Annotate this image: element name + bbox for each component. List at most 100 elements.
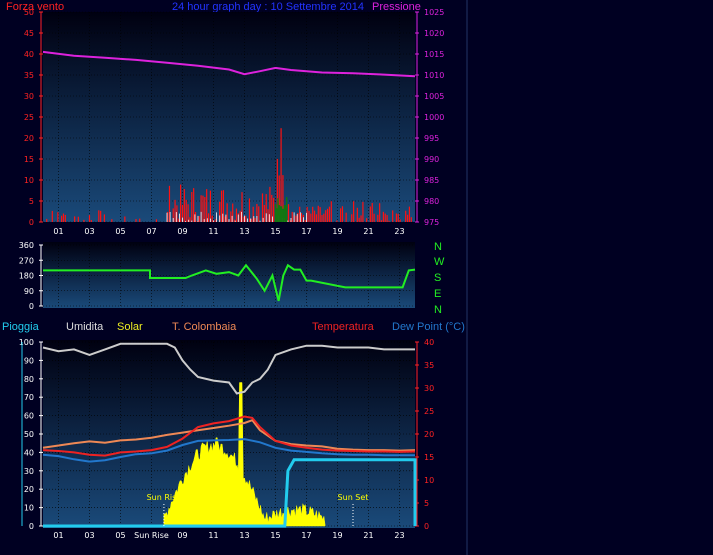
y-tick-label-left: 60: [24, 412, 34, 421]
x-tick-label: 01: [53, 227, 63, 236]
humidity-line: [42, 342, 415, 395]
legend-pioggia: Pioggia: [2, 321, 40, 333]
wind-pressure-plot: 0510152025303540455097598098599099510001…: [24, 8, 445, 236]
x-tick-label: 21: [363, 531, 373, 540]
y-tick-label-right: 20: [424, 430, 434, 439]
header-left-label: Forza vento: [6, 1, 64, 13]
temperature-line: [42, 415, 416, 457]
x-tick-label: 09: [177, 531, 187, 540]
y-tick-label-right: 985: [424, 176, 439, 185]
x-tick-label: 15: [270, 531, 280, 540]
y-tick-label-right: 35: [424, 361, 434, 370]
x-tick-label: 11: [208, 531, 218, 540]
x-tick-label: 13: [239, 531, 249, 540]
compass-w: W: [434, 256, 445, 268]
legend-temperatura: Temperatura: [312, 321, 375, 333]
y-tick-label-left: 50: [24, 430, 34, 439]
y-tick-label-left: 40: [24, 50, 34, 59]
x-tick-label: 07: [146, 227, 156, 236]
wind-direction-panel: [43, 242, 415, 308]
y-tick-label-right: 1015: [424, 50, 444, 59]
y-tick-label-left: 10: [24, 504, 34, 513]
y-tick-label-left: 45: [24, 29, 34, 38]
x-tick-label: 11: [208, 227, 218, 236]
dewpoint-line: [42, 438, 415, 463]
compass-e: E: [434, 288, 441, 300]
rain-line: [43, 458, 417, 528]
y-tick-label-left: 90: [24, 356, 34, 365]
header-right-label: Pressione: [372, 1, 421, 13]
x-tick-label: 03: [84, 227, 94, 236]
y-tick-label-right: 1010: [424, 71, 444, 80]
x-tick-label: 17: [301, 531, 311, 540]
y-tick-label-left: 5: [29, 197, 34, 206]
y-tick-label-left: 40: [24, 448, 34, 457]
x-tick-label: 19: [332, 531, 342, 540]
y-tick-label-left: 15: [24, 155, 34, 164]
x-tick-label: 01: [53, 531, 63, 540]
y-tick-label-right: 0: [424, 522, 429, 531]
y-tick-label-right: 5: [424, 499, 429, 508]
y-tick-label-right: 1025: [424, 8, 444, 17]
wind-direction-plot: 0 90 180 270 360: [19, 241, 416, 311]
x-tick-label: 15: [270, 227, 280, 236]
y-tick-label-left: 25: [24, 113, 34, 122]
y-tick-label-right: 995: [424, 134, 439, 143]
y-tick-label-left: 0: [29, 218, 34, 227]
x-tick-label: 21: [363, 227, 373, 236]
x-tick-label: 03: [84, 531, 94, 540]
x-tick-label: Sun Rise: [134, 531, 169, 540]
x-tick-label: 09: [177, 227, 187, 236]
solar-area: [163, 382, 326, 527]
wind-direction-line: [43, 263, 416, 302]
y-tick-label-left: 50: [24, 8, 34, 17]
x-tick-label: 23: [394, 531, 404, 540]
y-tick-label-left: 180: [19, 272, 34, 281]
temperature-plot: 0102030405060708090100051015202530354001…: [19, 338, 434, 540]
y-tick-label-right: 1020: [424, 29, 444, 38]
compass-s: S: [434, 272, 441, 284]
pressure-line: [42, 50, 416, 78]
y-tick-label-left: 80: [24, 375, 34, 384]
y-tick-label-right: 15: [424, 453, 434, 462]
legend-solar: Solar: [117, 321, 143, 333]
y-tick-label-right: 1005: [424, 92, 444, 101]
header-title: 24 hour graph day : 10 Settembre 2014: [172, 1, 364, 13]
x-tick-label: 17: [301, 227, 311, 236]
y-tick-label-left: 20: [24, 485, 34, 494]
sunset-label: Sun Set: [338, 493, 369, 502]
x-tick-label: 23: [394, 227, 404, 236]
x-tick-label: 13: [239, 227, 249, 236]
y-tick-label-left: 90: [24, 287, 34, 296]
compass-n-top: N: [434, 241, 442, 253]
y-tick-label-right: 40: [424, 338, 434, 347]
y-tick-label-left: 10: [24, 176, 34, 185]
y-tick-label-right: 10: [424, 476, 434, 485]
y-tick-label-left: 360: [19, 241, 34, 250]
tcolombaia-line: [42, 419, 416, 452]
x-tick-label: 19: [332, 227, 342, 236]
y-tick-label-left: 100: [19, 338, 34, 347]
sunrise-label: Sun Rise: [147, 493, 182, 502]
y-tick-label-left: 35: [24, 71, 34, 80]
y-tick-label-left: 20: [24, 134, 34, 143]
y-tick-label-right: 1000: [424, 113, 444, 122]
y-tick-label-right: 25: [424, 407, 434, 416]
legend-umidita: Umidita: [66, 321, 104, 333]
legend-dewpoint: Dew Point (°C): [392, 321, 465, 333]
legend-tcolombaia: T. Colombaia: [172, 321, 237, 333]
compass-n-bottom: N: [434, 304, 442, 316]
y-tick-label-left: 0: [29, 522, 34, 531]
y-tick-label-right: 980: [424, 197, 439, 206]
x-tick-label: 05: [115, 227, 125, 236]
y-tick-label-left: 0: [29, 302, 34, 311]
y-tick-label-left: 70: [24, 393, 34, 402]
x-tick-label: 05: [115, 531, 125, 540]
y-tick-label-right: 990: [424, 155, 439, 164]
y-tick-label-left: 30: [24, 92, 34, 101]
y-tick-label-left: 30: [24, 467, 34, 476]
y-tick-label-left: 270: [19, 256, 34, 265]
y-tick-label-right: 30: [424, 384, 434, 393]
